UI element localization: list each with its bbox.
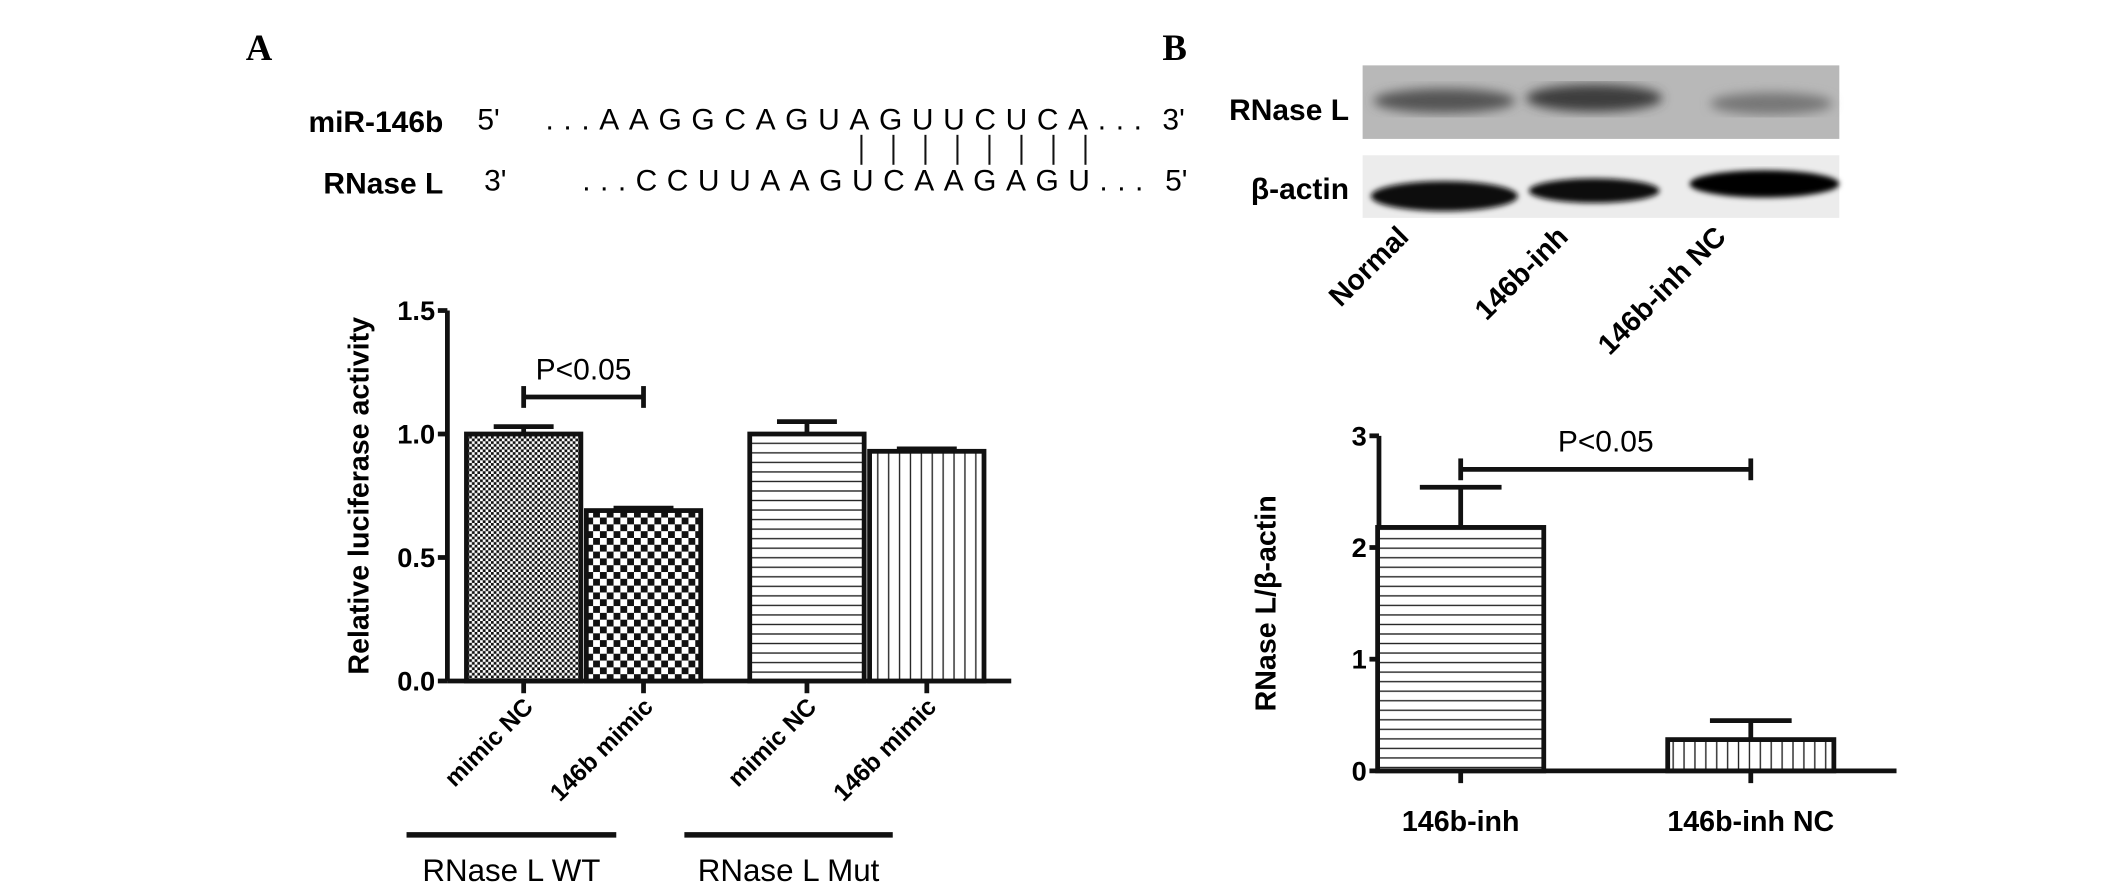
- lane-label: 146b-inh NC: [1592, 221, 1733, 362]
- bar: [1375, 525, 1547, 774]
- bar: [583, 508, 704, 684]
- chart-luciferase: 0.0 0.5 1.0 1.5 Relative luciferase activity…: [343, 295, 1012, 888]
- y-tick-label: 1.0: [397, 419, 435, 450]
- y-tick-label: 0.0: [397, 666, 435, 697]
- x-tick-label: 146b-inh: [1402, 806, 1520, 838]
- band: [1370, 181, 1518, 212]
- group-label: RNase L WT: [422, 853, 600, 888]
- significance-label: P<0.05: [1558, 426, 1654, 459]
- y-tick-label: 1.5: [397, 295, 435, 326]
- group-label: RNase L Mut: [698, 853, 880, 888]
- band: [1526, 84, 1663, 112]
- bar: [747, 431, 867, 684]
- target-5prime: 5': [1165, 165, 1187, 198]
- blot-rnase-l-bands: [1373, 84, 1833, 115]
- target-3prime: 3': [484, 165, 506, 198]
- bar: [867, 448, 987, 684]
- chart-rnase-l-ratio: 0 1 2 3 RNase L/β-actin 146b-inh 146b-inh NC P<…: [1250, 420, 1897, 838]
- blot-row-label-rnase-l: RNase L: [1229, 94, 1349, 127]
- panel-label-b: B: [1162, 27, 1187, 68]
- x-tick-label: 146b mimic: [545, 693, 658, 806]
- bar: [464, 431, 584, 684]
- x-tick-label: mimic NC: [440, 693, 539, 792]
- x-tick-label: 146b mimic: [828, 693, 941, 806]
- significance-label: P<0.05: [536, 353, 632, 386]
- blot-row-label-beta-actin: β-actin: [1251, 173, 1349, 206]
- lane-label: Normal: [1323, 221, 1415, 313]
- target-sequence: ...CCUUAAGUCAAGAGU...: [582, 165, 1143, 198]
- lane-label: 146b-inh: [1469, 221, 1575, 327]
- mir-5prime: 5': [477, 103, 499, 136]
- mir-3prime: 3': [1162, 103, 1184, 136]
- y-tick-label: 0: [1352, 755, 1367, 786]
- y-tick-label: 3: [1352, 420, 1367, 451]
- band: [1528, 178, 1660, 203]
- mir-label: miR-146b: [308, 106, 443, 139]
- panel-label-a: A: [246, 27, 273, 68]
- mir-sequence: ...AAGGCAGUAGUUCUCA...: [545, 103, 1142, 136]
- band: [1373, 88, 1516, 114]
- sequence-alignment: miR-146b 5' ...AAGGCAGUAGUUCUCA... 3' RN…: [308, 103, 1187, 200]
- y-tick-label: 1: [1352, 644, 1367, 675]
- blot-beta-actin-bands: [1370, 170, 1840, 212]
- y-axis-label: RNase L/β-actin: [1250, 495, 1282, 711]
- band: [1689, 170, 1840, 198]
- y-axis-label: Relative luciferase activity: [343, 317, 375, 675]
- x-tick-label: 146b-inh NC: [1667, 806, 1834, 838]
- bar: [1665, 737, 1837, 774]
- x-tick-label: mimic NC: [723, 693, 822, 792]
- band: [1709, 92, 1833, 115]
- y-tick-label: 0.5: [397, 542, 435, 573]
- western-blot: RNase L β-actin Normal 146b-inh 146b-inh…: [1229, 65, 1840, 362]
- base-pair-lines: [860, 134, 1087, 165]
- y-tick-label: 2: [1352, 532, 1367, 563]
- target-label: RNase L: [323, 167, 443, 200]
